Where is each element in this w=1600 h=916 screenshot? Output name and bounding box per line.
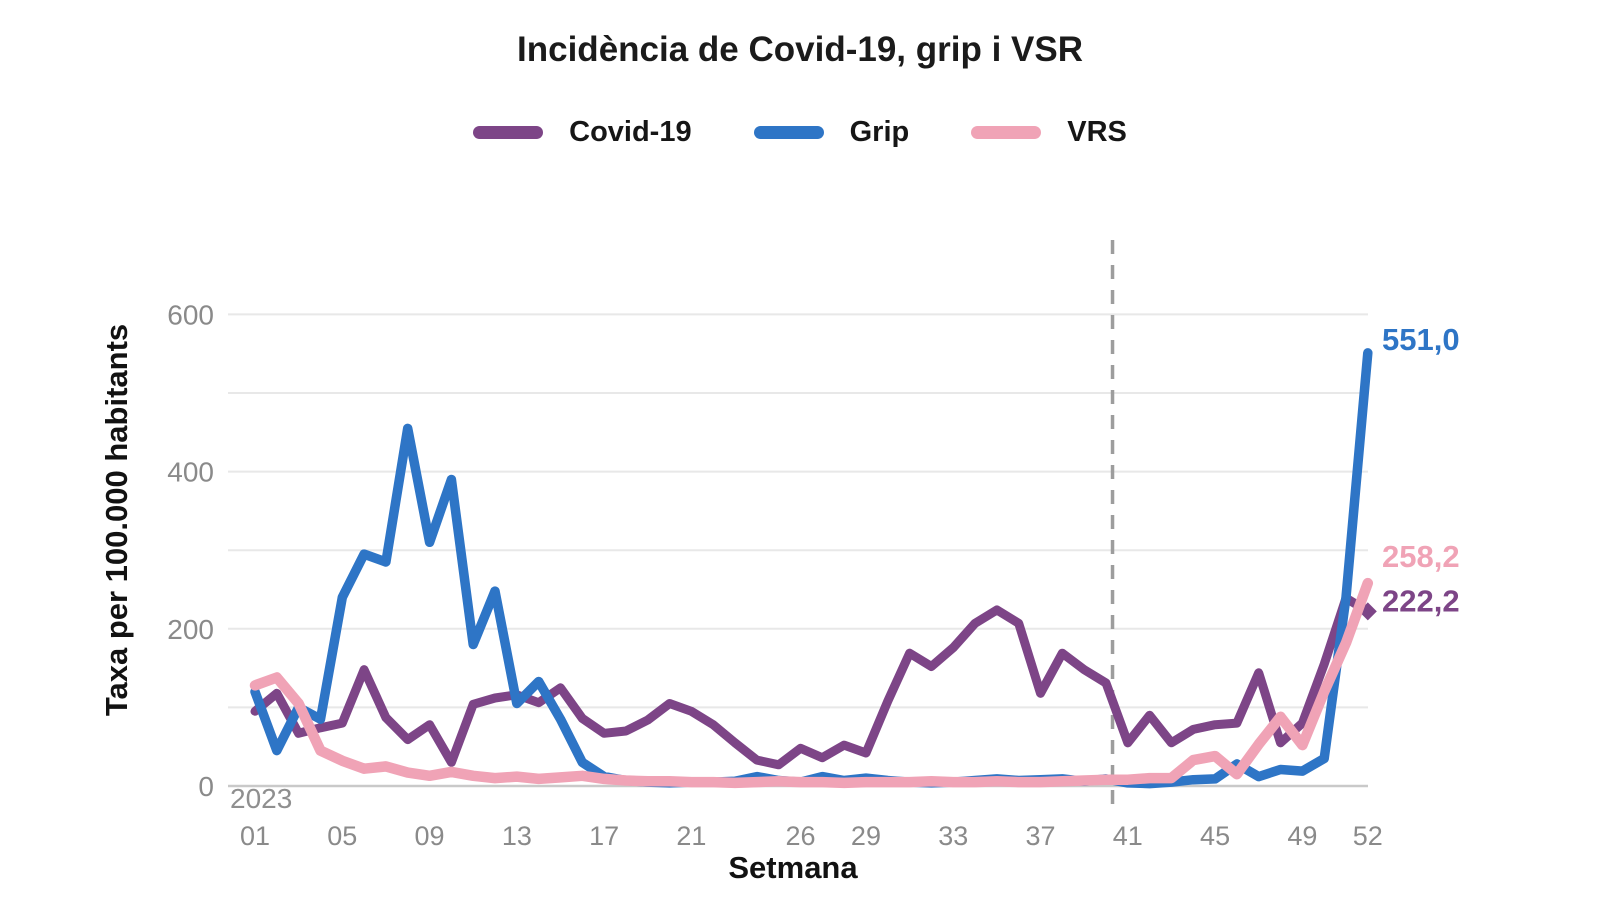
x-tick-label-01: 01 (240, 821, 270, 851)
series-line-grip (250, 348, 1373, 789)
x-tick-label-13: 13 (502, 821, 532, 851)
y-tick-label-0: 0 (198, 771, 214, 802)
x-tick-label-52: 52 (1353, 821, 1383, 851)
series-line-vrs (249, 577, 1374, 789)
series-line-covid-19 (250, 593, 1373, 770)
legend-swatch-vrs (971, 126, 1042, 139)
chart-title: Incidència de Covid-19, grip i VSR (517, 30, 1083, 69)
legend: Covid-19 Grip VRS (0, 116, 1600, 149)
legend-swatch-grip (753, 126, 824, 139)
x-tick-label-29: 29 (851, 821, 881, 851)
legend-item-vrs: VRS (971, 116, 1127, 149)
x-tick-label-21: 21 (676, 821, 706, 851)
legend-label-vrs: VRS (1067, 116, 1127, 148)
x-tick-label-37: 37 (1025, 821, 1055, 851)
y-axis-title: Taxa per 100.000 habitants (99, 323, 134, 717)
end-value-label-grip: 551,0 (1382, 322, 1460, 357)
x-axis-title: Setmana (728, 850, 858, 885)
legend-label-covid19: Covid-19 (569, 116, 692, 148)
x-tick-label-05: 05 (327, 821, 357, 851)
y-tick-label-200: 200 (167, 614, 214, 645)
end-value-label-vrs: 258,2 (1382, 539, 1460, 574)
x-tick-label-41: 41 (1113, 821, 1143, 851)
legend-label-grip: Grip (849, 116, 910, 148)
y-tick-label-400: 400 (167, 457, 214, 488)
x-tick-label-17: 17 (589, 821, 619, 851)
legend-item-covid19: Covid-19 (473, 116, 692, 149)
end-value-label-covid-19: 222,2 (1382, 583, 1460, 618)
x-tick-label-09: 09 (415, 821, 445, 851)
legend-swatch-covid19 (473, 126, 544, 139)
y-tick-label-600: 600 (167, 299, 214, 330)
year-label: 2023 (230, 783, 292, 814)
x-tick-label-33: 33 (938, 821, 968, 851)
x-tick-label-45: 45 (1200, 821, 1230, 851)
x-tick-label-26: 26 (785, 821, 815, 851)
x-tick-label-49: 49 (1287, 821, 1317, 851)
legend-item-grip: Grip (753, 116, 910, 149)
